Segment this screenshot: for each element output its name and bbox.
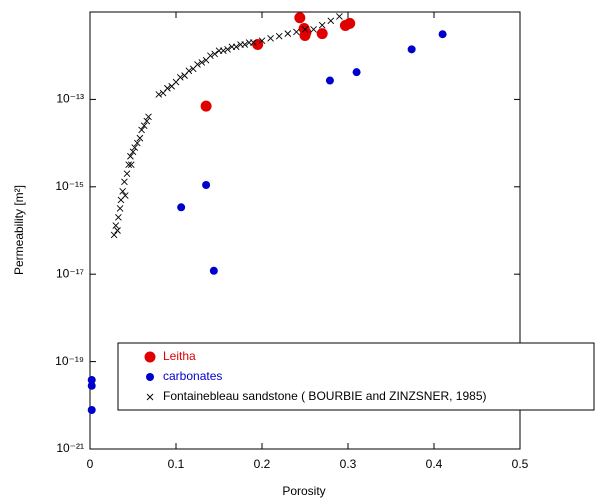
point <box>143 117 151 125</box>
x-tick-label: 0.4 <box>426 457 443 471</box>
point <box>138 126 145 134</box>
x-tick-label: 0.3 <box>340 457 357 471</box>
point <box>438 30 447 39</box>
legend-label: Leitha <box>163 349 196 363</box>
legend-marker <box>144 351 156 363</box>
point <box>115 214 122 221</box>
point <box>284 30 292 37</box>
point <box>293 28 300 36</box>
point <box>136 134 144 142</box>
point <box>155 91 163 98</box>
y-tick-label: 10⁻²¹ <box>56 441 84 455</box>
y-tick-label: 10⁻¹⁵ <box>55 179 84 193</box>
point <box>224 45 231 53</box>
point <box>207 52 214 60</box>
point <box>123 170 131 177</box>
point <box>125 161 133 169</box>
legend-box <box>117 342 595 411</box>
x-tick-label: 0.5 <box>512 457 529 471</box>
point <box>209 266 218 275</box>
point <box>275 32 283 40</box>
point <box>200 100 212 112</box>
point <box>318 21 326 29</box>
point <box>127 152 134 160</box>
point <box>112 222 120 229</box>
point <box>352 68 361 77</box>
point <box>211 50 219 58</box>
x-tick-label: 0.2 <box>254 457 271 471</box>
point <box>129 148 137 156</box>
y-tick-label: 10⁻¹³ <box>56 92 84 106</box>
legend-label: carbonates <box>163 369 222 383</box>
point <box>407 45 416 54</box>
point <box>219 47 227 55</box>
point <box>133 139 141 147</box>
x-tick-label: 0 <box>87 457 94 471</box>
point <box>119 187 126 195</box>
point <box>202 180 211 189</box>
y-tick-label: 10⁻¹⁷ <box>56 266 84 280</box>
point <box>87 381 96 390</box>
point <box>145 113 152 121</box>
point <box>131 144 139 151</box>
point <box>140 122 148 130</box>
point <box>327 17 335 25</box>
point <box>127 161 135 169</box>
point <box>294 12 306 24</box>
point <box>87 406 96 415</box>
point <box>194 61 201 68</box>
y-axis-label: Permeability [m²] <box>12 185 26 275</box>
point <box>110 231 118 239</box>
point <box>121 192 129 199</box>
y-tick-label: 10⁻¹⁹ <box>55 354 84 368</box>
point <box>325 76 334 85</box>
point <box>316 28 328 40</box>
point <box>267 34 274 42</box>
point <box>310 26 317 33</box>
point <box>301 26 309 33</box>
point <box>299 29 311 41</box>
point <box>232 43 240 51</box>
point <box>185 67 193 75</box>
point <box>164 84 171 92</box>
point <box>336 13 343 20</box>
point <box>250 39 257 46</box>
point <box>241 41 249 48</box>
plot-frame <box>89 11 521 450</box>
point <box>87 375 96 384</box>
point <box>258 37 266 45</box>
point <box>177 203 186 212</box>
point <box>116 205 124 212</box>
point <box>198 59 206 66</box>
legend-marker <box>146 373 154 381</box>
point <box>344 17 356 29</box>
point <box>176 74 184 81</box>
point <box>121 178 128 186</box>
x-axis-label: Porosity <box>282 484 325 498</box>
point <box>114 227 121 234</box>
legend-marker <box>146 393 154 401</box>
legend-label: Fontainebleau sandstone ( BOURBIE and ZI… <box>163 389 487 403</box>
x-tick-label: 0.1 <box>168 457 185 471</box>
